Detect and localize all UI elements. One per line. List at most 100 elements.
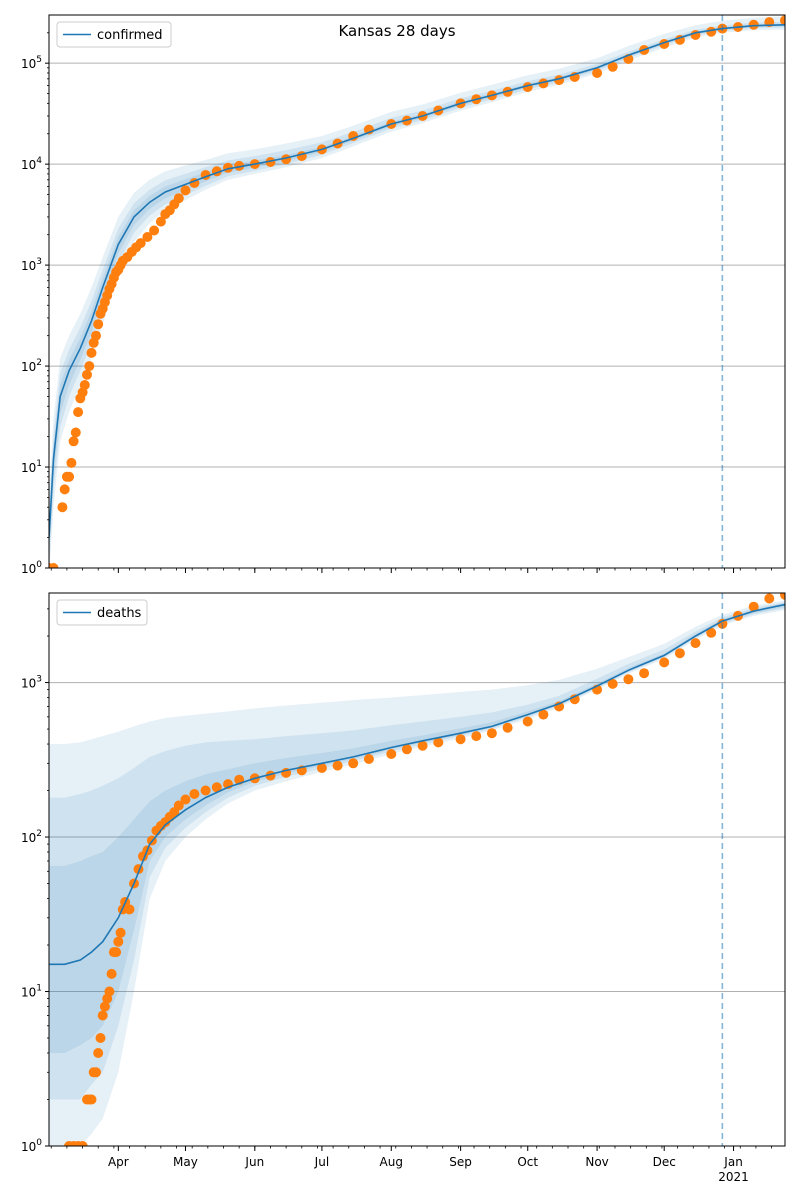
plot-area <box>49 15 785 568</box>
legend-box <box>56 599 148 626</box>
observed-point <box>780 593 785 600</box>
observed-point <box>70 427 81 438</box>
observed-point <box>471 731 482 742</box>
y-tick-base: 10 <box>21 831 36 845</box>
axes-frame <box>48 14 786 569</box>
observed-point <box>332 760 343 771</box>
y-tick-exponent: 4 <box>36 156 42 166</box>
observed-point <box>623 674 634 685</box>
observed-point <box>780 15 785 26</box>
y-tick-label: 103 <box>21 257 42 273</box>
y-tick-label: 105 <box>21 55 42 71</box>
uncertainty-band <box>49 16 785 568</box>
observed-point <box>142 232 153 242</box>
observed-point <box>386 749 397 759</box>
x-tick-label: Jun <box>244 1155 264 1169</box>
uncertainty-band <box>49 600 785 1146</box>
observed-point <box>502 722 513 733</box>
x-tick-label: Jul <box>314 1155 329 1169</box>
uncertainty-band <box>49 21 785 568</box>
observed-point <box>433 737 444 748</box>
y-tick-base: 10 <box>21 986 36 1000</box>
observed-point <box>234 160 245 171</box>
observed-point <box>91 330 101 341</box>
observed-point <box>211 782 222 793</box>
observed-point <box>706 627 717 638</box>
observed-point <box>522 716 533 727</box>
observed-point <box>569 694 580 705</box>
figure-title: Kansas 28 days <box>338 22 455 40</box>
observed-point <box>86 347 97 358</box>
observed-point <box>173 800 184 811</box>
y-tick-base: 10 <box>21 360 36 374</box>
observed-point <box>115 927 126 938</box>
y-tick-label: 100 <box>21 560 42 576</box>
observed-point <box>200 785 211 796</box>
observed-point <box>486 728 497 739</box>
observed-point <box>639 668 650 679</box>
uncertainty-band <box>49 602 785 1100</box>
observed-point <box>607 61 618 72</box>
observed-point <box>111 947 122 958</box>
observed-point <box>91 1067 101 1078</box>
observed-point <box>659 657 670 668</box>
observed-point <box>113 936 124 947</box>
legend-box <box>56 21 172 48</box>
observed-point <box>49 563 59 568</box>
observed-point <box>82 369 92 380</box>
observed-point <box>690 638 701 649</box>
y-tick-exponent: 5 <box>36 55 42 65</box>
x-tick-label: Jan <box>723 1155 743 1169</box>
model-line <box>49 24 785 538</box>
observed-point <box>316 763 327 773</box>
observed-point <box>95 1033 106 1043</box>
observed-point <box>265 157 276 167</box>
observed-point <box>401 744 412 755</box>
observed-point <box>189 789 200 799</box>
observed-point <box>64 471 75 482</box>
observed-point <box>99 1001 110 1012</box>
observed-point <box>674 648 685 659</box>
observed-point <box>93 319 104 330</box>
y-tick-exponent: 1 <box>36 459 42 469</box>
y-tick-base: 10 <box>21 57 36 71</box>
y-tick-label: 100 <box>21 1138 42 1154</box>
model-line <box>49 603 785 966</box>
y-tick-label: 103 <box>21 675 42 691</box>
y-tick-label: 101 <box>21 984 42 1000</box>
x-tick-label: Oct <box>517 1155 538 1169</box>
y-tick-label: 104 <box>21 156 42 172</box>
observed-point <box>104 986 115 997</box>
observed-point <box>348 758 359 769</box>
observed-point <box>363 754 374 764</box>
observed-point <box>68 436 79 447</box>
observed-point <box>173 193 184 204</box>
y-tick-base: 10 <box>21 461 36 475</box>
y-tick-exponent: 3 <box>36 675 42 685</box>
observed-point <box>79 380 90 390</box>
y-tick-base: 10 <box>21 1140 36 1154</box>
observed-point <box>180 794 191 805</box>
observed-point <box>97 1010 108 1021</box>
y-tick-exponent: 2 <box>36 358 42 368</box>
observed-point <box>86 1094 97 1105</box>
x-tick-year-label: 2021 <box>718 1170 749 1184</box>
observed-point <box>59 484 70 495</box>
observed-point <box>748 601 759 612</box>
axes-frame <box>48 592 786 1147</box>
observed-point <box>77 1141 88 1146</box>
observed-point <box>149 225 160 236</box>
y-tick-exponent: 3 <box>36 257 42 267</box>
uncertainty-band <box>49 23 785 557</box>
x-tick-label: Apr <box>108 1155 129 1169</box>
x-tick-label: Aug <box>380 1155 403 1169</box>
observed-point <box>93 1048 104 1058</box>
x-tick-label: Sep <box>449 1155 472 1169</box>
observed-point <box>66 457 77 468</box>
observed-point <box>57 502 68 513</box>
plot-area <box>49 593 785 1146</box>
observed-point <box>73 407 84 418</box>
